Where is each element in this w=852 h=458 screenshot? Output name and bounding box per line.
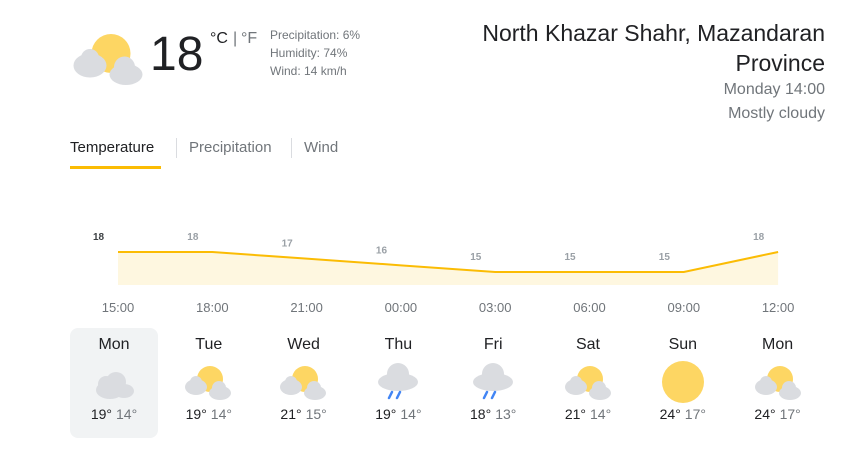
day-row: Tue	[165, 336, 253, 354]
current-temp: 18	[150, 28, 204, 81]
high: 24°	[754, 406, 776, 422]
data-label: 16	[376, 245, 388, 256]
temps: 21° 14°	[544, 406, 632, 422]
day-name: Wed	[287, 336, 320, 353]
high: 19°	[90, 406, 112, 422]
tab[interactable]: Precipitation	[189, 139, 272, 156]
day-column[interactable]: Fri 18° 13°	[449, 328, 537, 438]
temps: 21° 15°	[260, 406, 348, 422]
x-tick-label: 09:00	[668, 300, 701, 315]
day-column[interactable]: Mon 24° 17°	[734, 328, 822, 438]
day-name: Mon	[762, 336, 794, 353]
data-label: 15	[470, 252, 482, 263]
day-row: Thu	[354, 336, 442, 354]
condition: Mostly cloudy	[728, 105, 825, 122]
low: 14°	[400, 406, 422, 422]
day-row: Sun	[639, 336, 727, 354]
low: 14°	[116, 406, 138, 422]
day-column[interactable]: Sun 24° 17°	[639, 328, 727, 438]
temps: 19° 14°	[70, 406, 158, 422]
temps: 18° 13°	[449, 406, 537, 422]
x-tick-label: 21:00	[290, 300, 323, 315]
wind: Wind: 14 km/h	[270, 64, 347, 78]
x-tick-label: 00:00	[385, 300, 418, 315]
precipitation: Precipitation: 6%	[270, 28, 361, 42]
tab-underline	[70, 166, 161, 169]
low: 17°	[779, 406, 801, 422]
data-label: 15	[565, 252, 577, 263]
day-name: Sun	[668, 336, 698, 353]
humidity: Humidity: 74%	[270, 46, 348, 60]
day-name: Fri	[483, 336, 503, 353]
day-row: Mon	[734, 336, 822, 354]
day-column[interactable]: Thu 19° 14°	[354, 328, 442, 438]
day-name: Mon	[98, 336, 130, 353]
x-tick-label: 12:00	[762, 300, 795, 315]
high: 24°	[659, 406, 681, 422]
x-tick-label: 06:00	[573, 300, 606, 315]
low: 17°	[684, 406, 706, 422]
high: 18°	[470, 406, 492, 422]
tab[interactable]: Wind	[304, 139, 339, 156]
day-column[interactable]: Wed 21° 15°	[260, 328, 348, 438]
time: Monday 14:00	[723, 81, 825, 98]
current-icon	[73, 34, 143, 85]
low: 13°	[495, 406, 517, 422]
x-tick-label: 15:00	[102, 300, 135, 315]
temps: 19° 14°	[354, 406, 442, 422]
day-row: Sat	[544, 336, 632, 354]
high: 19°	[375, 406, 397, 422]
temps: 24° 17°	[639, 406, 727, 422]
day-row: Fri	[449, 336, 537, 354]
high: 21°	[564, 406, 586, 422]
unit-f[interactable]: °F	[241, 30, 258, 47]
day-name: Thu	[384, 336, 413, 353]
location: North Khazar Shahr, Mazandaran Province	[482, 20, 825, 76]
line	[118, 251, 779, 273]
data-label: 18	[187, 232, 199, 243]
temps: 24° 17°	[734, 406, 822, 422]
data-label: 17	[282, 239, 294, 250]
day-name: Sat	[575, 336, 600, 353]
low: 14°	[590, 406, 612, 422]
data-label: 18	[93, 232, 105, 243]
unit-separator: |	[233, 30, 238, 47]
day-column[interactable]: Tue 19° 14°	[165, 328, 253, 438]
high: 21°	[280, 406, 302, 422]
low: 14°	[210, 406, 232, 422]
high: 19°	[185, 406, 207, 422]
unit-c[interactable]: °C	[210, 30, 228, 47]
tab-separator	[291, 138, 292, 158]
weather-icon	[662, 361, 704, 403]
day-column[interactable]: Sat 21° 14°	[544, 328, 632, 438]
data-label: 18	[753, 232, 765, 243]
day-row: Mon	[70, 336, 158, 354]
tab-separator	[176, 138, 177, 158]
x-tick-label: 18:00	[196, 300, 229, 315]
day-row: Wed	[260, 336, 348, 354]
data-label: 15	[659, 252, 671, 263]
area	[118, 252, 779, 285]
x-tick-label: 03:00	[479, 300, 512, 315]
day-name: Tue	[195, 336, 223, 353]
day-column[interactable]: Mon 19° 14°	[70, 328, 158, 438]
temps: 19° 14°	[165, 406, 253, 422]
low: 15°	[305, 406, 327, 422]
tab[interactable]: Temperature	[70, 139, 155, 156]
